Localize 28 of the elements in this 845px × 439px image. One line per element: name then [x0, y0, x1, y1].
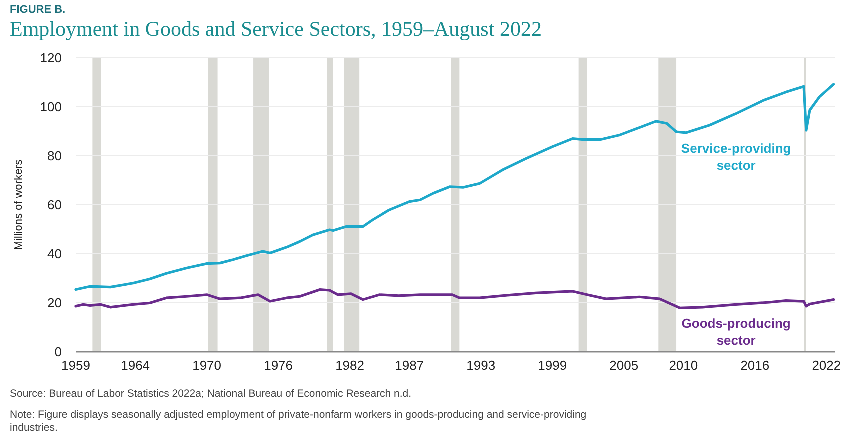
x-tick-label: 2010: [669, 358, 698, 373]
series-label: Goods-producing sector: [682, 316, 791, 348]
x-tick-label: 1959: [62, 358, 90, 373]
x-tick-label: 1987: [395, 358, 424, 373]
x-tick-label: 1976: [264, 358, 294, 373]
line-series: [74, 83, 836, 292]
y-axis-title: Millions of workers: [13, 159, 25, 250]
x-tick-label: 2016: [740, 358, 770, 373]
y-tick-label: 60: [48, 198, 62, 213]
x-tick-label: 1999: [538, 358, 568, 373]
x-tick-label: 2022: [812, 358, 842, 373]
series-label: Service-providing sector: [681, 140, 792, 173]
text: FIGURE B.: [10, 4, 66, 16]
y-tick-label: 0: [54, 344, 62, 360]
line-series: [74, 288, 836, 310]
source-note: Source: Bureau of Labor Statistics 2022a; National Bureau of Economic Research n.d.: [10, 388, 412, 400]
y-tick-label: 100: [40, 100, 62, 115]
x-tick-label: 1982: [336, 358, 365, 373]
y-tick-label: 80: [48, 148, 62, 164]
x-tick-label: 2005: [610, 358, 639, 373]
x-tick-label: 1964: [121, 358, 150, 373]
y-tick-label: 120: [40, 50, 62, 66]
x-tick-label: 1970: [192, 358, 222, 373]
chart-title: Employment in Goods and Service Sectors, 1959–August 2022: [10, 17, 542, 41]
text: Note: Figure displays seasonally adjusted employment of private-nonfarm workers in goods-producing and service-providing industries.: [10, 409, 587, 434]
y-tick-label: 20: [48, 296, 62, 311]
y-tick-label: 40: [48, 246, 62, 262]
x-tick-label: 1993: [466, 358, 496, 373]
